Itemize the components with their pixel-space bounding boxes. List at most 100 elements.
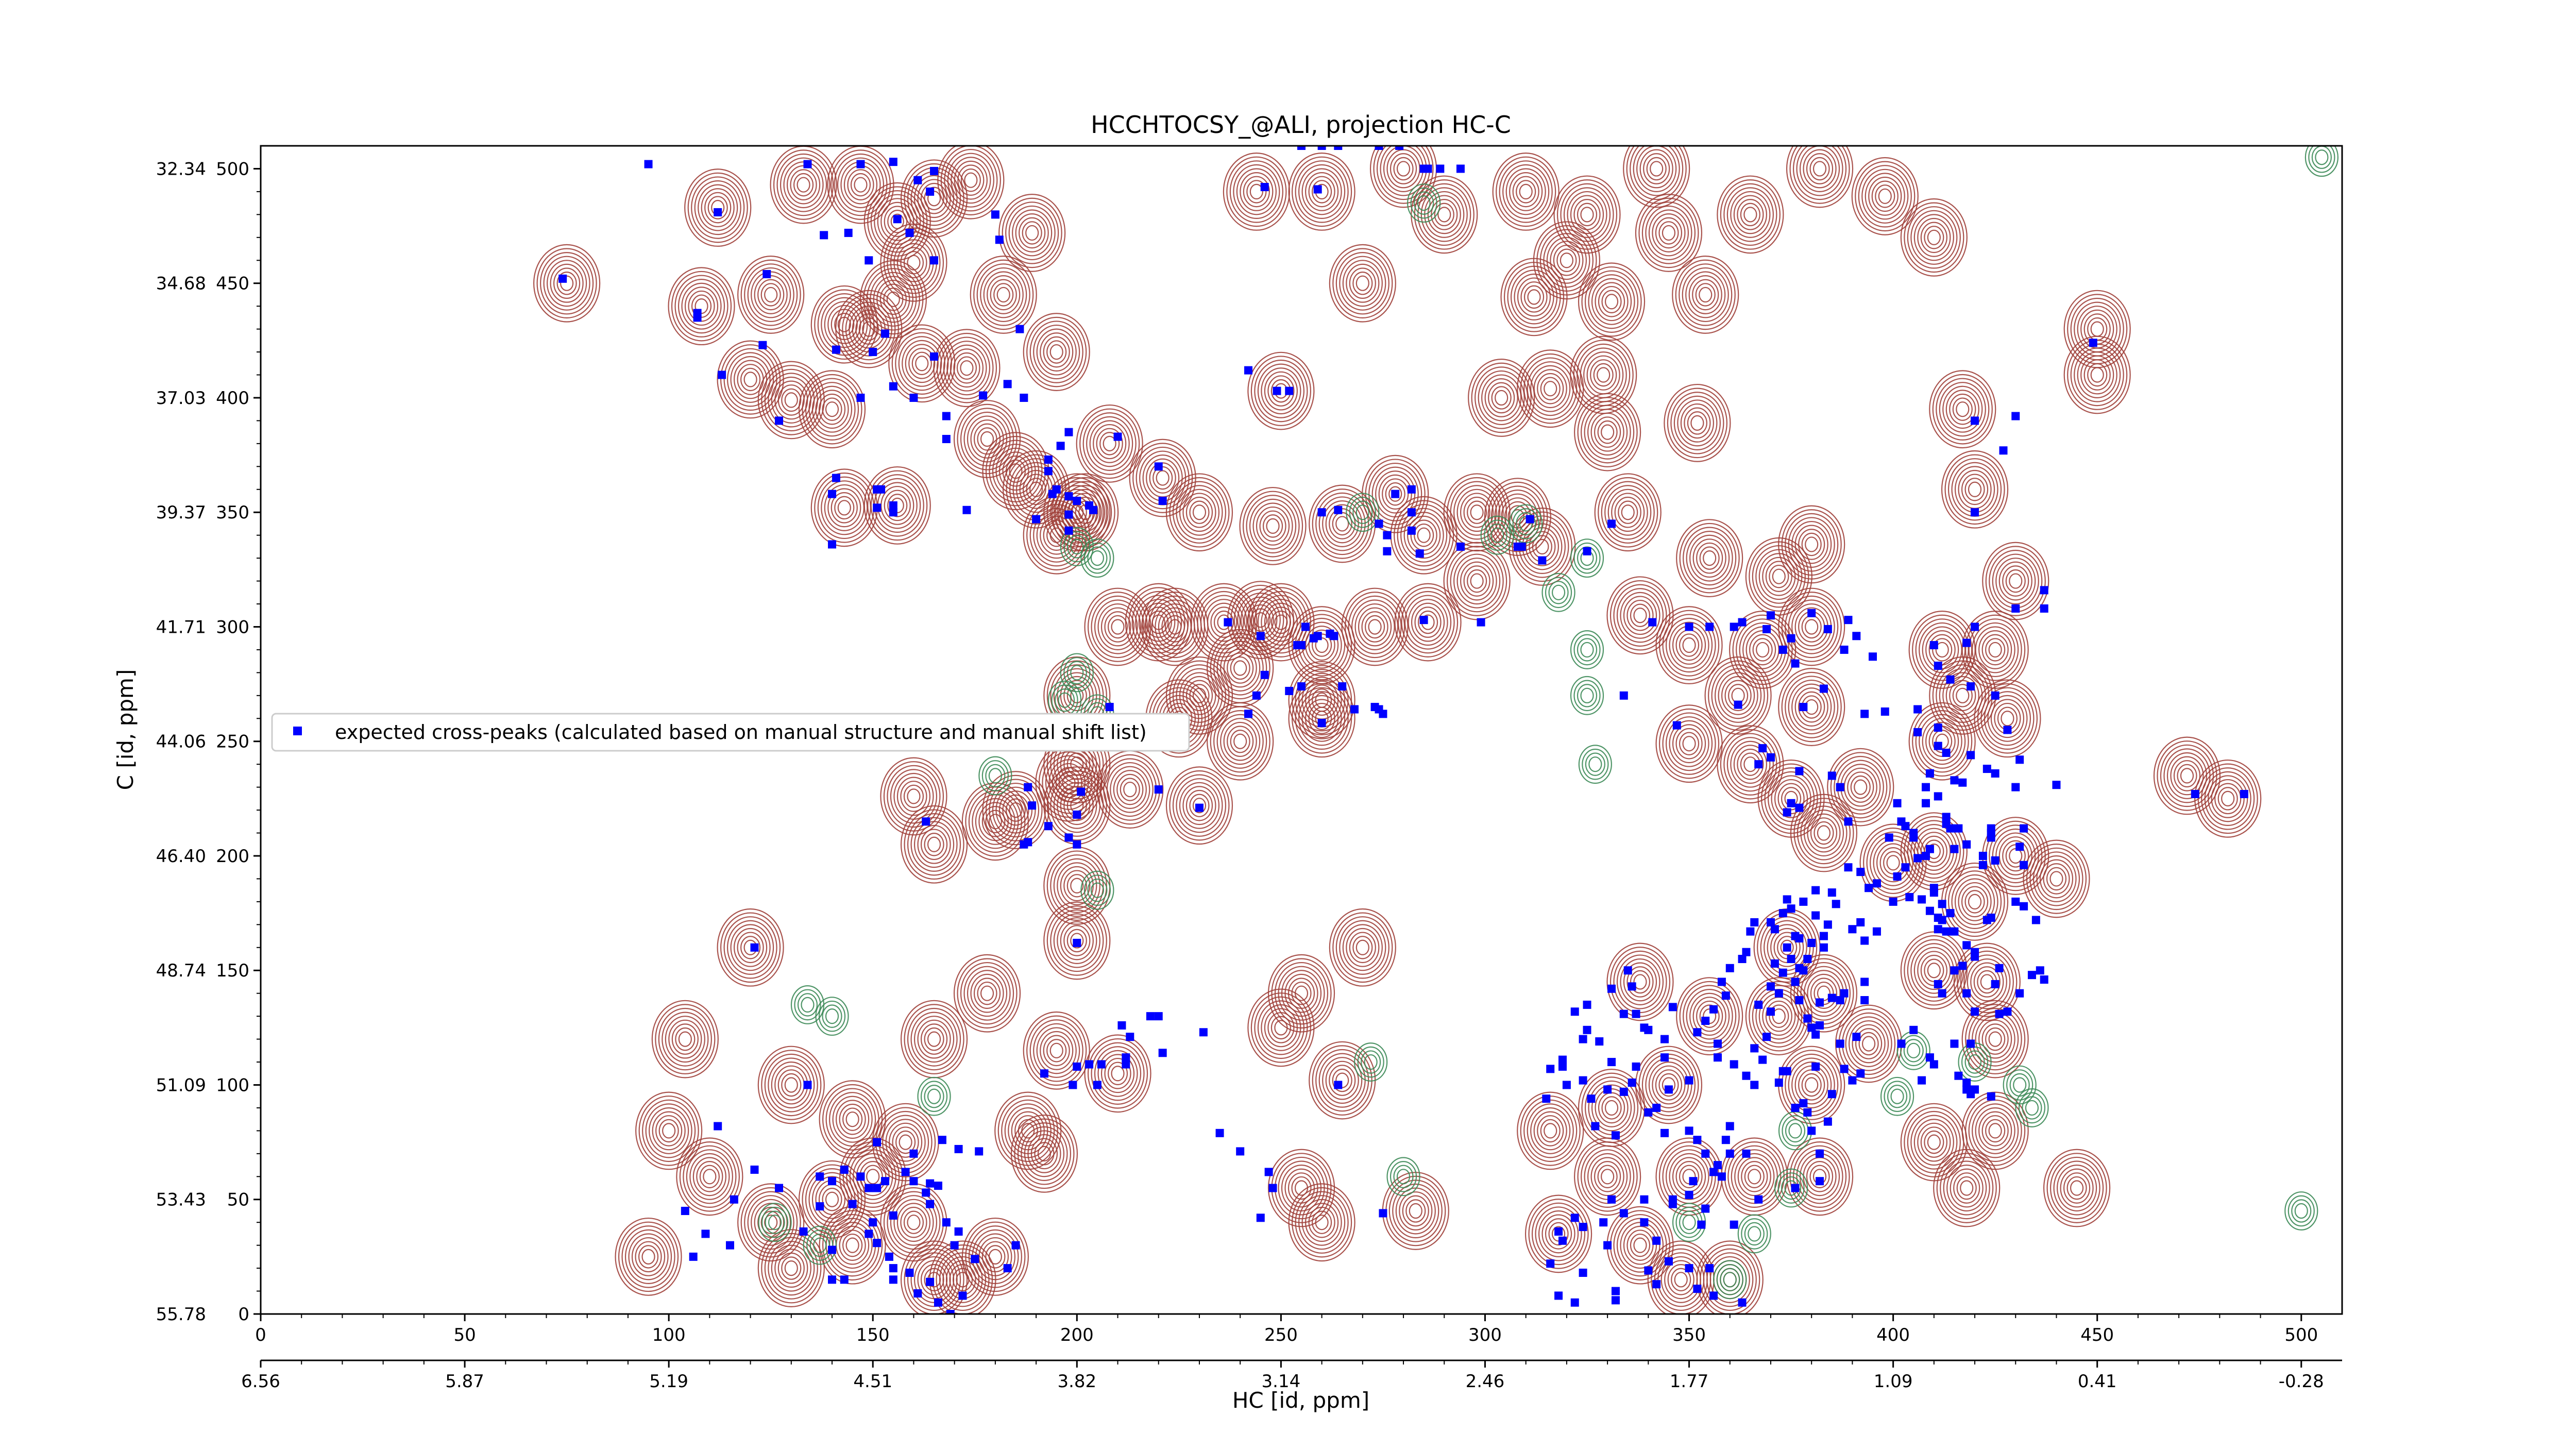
cross-peak-marker: [1032, 515, 1041, 524]
positive-contour: [2063, 335, 2131, 414]
cross-peak-marker: [1709, 1005, 1718, 1014]
x-tick-label: 350: [1672, 1325, 1706, 1345]
cross-peak-marker: [1848, 1076, 1857, 1085]
cross-peak-marker: [1603, 1241, 1612, 1250]
cross-peak-marker: [1073, 496, 1081, 505]
x-ppm-tick-label: 3.82: [1057, 1371, 1096, 1392]
positive-contour: [1223, 153, 1290, 231]
cross-peak-marker: [1942, 927, 1951, 936]
positive-contour: [1929, 370, 1996, 449]
cross-peak-marker: [1456, 542, 1465, 551]
cross-peak-marker: [1024, 838, 1032, 847]
cross-peak-marker: [1725, 1122, 1734, 1131]
cross-peak-marker: [885, 1252, 893, 1261]
cross-peak-marker: [1044, 455, 1053, 464]
positive-contour: [937, 146, 1005, 220]
cross-peak-marker: [1717, 1172, 1726, 1181]
cross-peak-marker: [1456, 164, 1465, 173]
positive-contour: [1606, 576, 1674, 655]
cross-peak-marker: [1787, 904, 1795, 913]
cross-peak-marker: [1714, 1161, 1722, 1170]
cross-peak-marker: [1562, 1081, 1571, 1089]
cross-peak-marker: [693, 313, 702, 322]
cross-peak-marker: [1766, 753, 1775, 762]
cross-peak-marker: [873, 1138, 882, 1147]
cross-peak-marker: [1925, 1053, 1934, 1062]
cross-peak-marker: [1754, 1195, 1763, 1204]
x-ppm-tick-label: 5.19: [649, 1371, 688, 1392]
positive-contour: [1411, 175, 1478, 254]
cross-peak-marker: [1827, 993, 1836, 1002]
cross-peak-marker: [1934, 723, 1942, 732]
cross-peak-marker: [2020, 902, 2028, 911]
cross-peak-marker: [2240, 789, 2248, 798]
cross-peak-marker: [1064, 526, 1073, 535]
positive-contour: [2194, 759, 2262, 838]
cross-peak-marker: [1738, 955, 1747, 964]
cross-peak-marker: [877, 485, 886, 494]
cross-peak-marker: [1758, 744, 1767, 753]
cross-peak-marker: [1913, 854, 1922, 863]
cross-peak-marker: [2040, 975, 2048, 984]
cross-peak-marker: [1383, 531, 1392, 540]
cross-peak-marker: [1570, 1298, 1579, 1307]
positive-contour: [757, 1229, 825, 1307]
cross-peak-marker: [1652, 1103, 1661, 1112]
cross-peak-marker: [905, 228, 914, 237]
cross-peak-marker: [1754, 760, 1763, 769]
positive-contour: [1664, 383, 1731, 462]
cross-peak-marker: [1317, 508, 1326, 517]
positive-contour: [1125, 583, 1192, 662]
cross-peak-marker: [954, 1227, 963, 1236]
cross-peak-marker: [1754, 1000, 1763, 1009]
cross-peak-marker: [1905, 892, 1914, 901]
cross-peak-marker: [1391, 490, 1400, 498]
positive-contour: [1239, 486, 1307, 565]
cross-peak-marker: [1415, 549, 1424, 558]
cross-peak-marker: [1978, 851, 1987, 860]
cross-peak-marker: [1766, 918, 1775, 926]
cross-peak-marker: [1823, 920, 1832, 929]
cross-peak-marker: [1285, 386, 1294, 395]
cross-peak-marker: [1946, 824, 1955, 833]
cross-peak-marker: [1607, 1058, 1616, 1067]
cross-peak-marker: [2011, 604, 2020, 613]
cross-peak-marker: [1603, 1085, 1612, 1094]
cross-peak-marker: [1967, 682, 1975, 691]
cross-peak-marker: [1742, 1071, 1751, 1080]
cross-peak-marker: [1244, 710, 1253, 718]
cross-peak-marker: [1922, 783, 1930, 791]
cross-peak-marker: [1685, 622, 1693, 631]
cross-peak-marker: [1117, 1021, 1126, 1030]
cross-peak-marker: [930, 352, 939, 361]
cross-peak-marker: [1827, 771, 1836, 780]
cross-peak-marker: [934, 1298, 942, 1307]
cross-peak-marker: [1297, 146, 1306, 150]
negative-contour: [1480, 515, 1514, 555]
positive-contour: [1786, 146, 1854, 208]
cross-peak-marker: [1999, 446, 2008, 455]
legend-label: expected cross-peaks (calculated based o…: [335, 721, 1147, 744]
y-ppm-tick-label: 53.43: [156, 1190, 206, 1210]
cross-peak-marker: [1783, 895, 1791, 904]
cross-peak-marker: [1734, 700, 1742, 709]
cross-peak-marker: [1554, 1227, 1563, 1236]
cross-peak-marker: [1644, 1266, 1653, 1275]
cross-peak-marker: [1750, 918, 1759, 926]
positive-contour: [615, 1217, 682, 1296]
positive-contour: [1500, 258, 1568, 336]
cross-peak-marker: [1375, 519, 1383, 528]
cross-peak-marker: [1783, 1067, 1791, 1075]
cross-peak-marker: [1297, 682, 1306, 691]
cross-peak-marker: [1436, 164, 1445, 173]
positive-contour: [1578, 262, 1646, 341]
cross-peak-marker: [1709, 1168, 1718, 1176]
negative-contour: [917, 1076, 951, 1116]
cross-peak-marker: [1918, 1076, 1926, 1085]
y-ppm-tick-label: 46.40: [156, 846, 206, 867]
cross-peak-marker: [1260, 183, 1269, 192]
cross-peak-marker: [1746, 927, 1755, 936]
cross-peak-marker: [2003, 1007, 2012, 1016]
x-tick-label: 0: [255, 1325, 266, 1345]
cross-peak-marker: [893, 215, 902, 224]
